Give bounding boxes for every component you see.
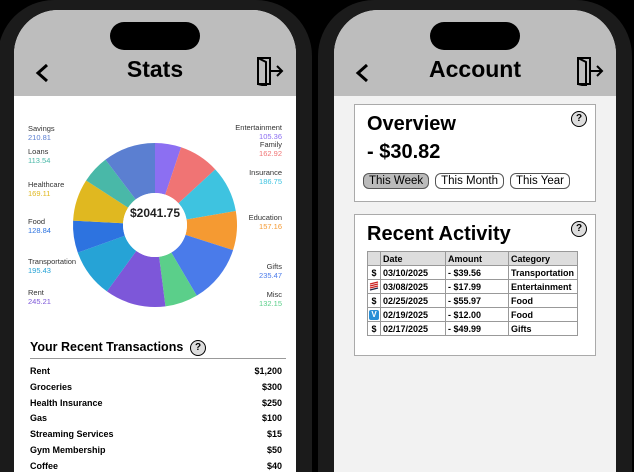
row-category: Gifts xyxy=(508,321,578,336)
column-header-category[interactable]: Category xyxy=(508,251,578,266)
dollar-icon: $ xyxy=(367,321,381,336)
transaction-row[interactable]: Gas $100 xyxy=(30,413,282,424)
table-row[interactable]: $ 02/25/2025 - $55.97 Food xyxy=(367,293,578,308)
stats-phone: Stats Savings 210.81 Loans 113.54 Healthca… xyxy=(0,0,312,472)
back-arrow-icon[interactable] xyxy=(32,62,54,84)
help-icon[interactable]: ? xyxy=(571,221,587,237)
transactions-list: Rent $1,200 Groceries $300 Health Insuranc… xyxy=(30,366,282,472)
page-title: Account xyxy=(429,56,521,82)
pie-slice-insurance[interactable] xyxy=(178,169,236,220)
transaction-row[interactable]: Coffee $40 xyxy=(30,460,282,471)
label-misc: Misc 132.15 xyxy=(259,290,282,308)
account-screen: Account Overview ? - $30.82 This Week Th… xyxy=(334,10,616,472)
row-date: 03/08/2025 xyxy=(380,279,446,294)
transaction-row[interactable]: Health Insurance $250 xyxy=(30,397,282,408)
activity-table: Date Amount Category $ 03/10/2025 - $39.… xyxy=(367,251,578,336)
row-category: Food xyxy=(508,293,578,308)
table-row[interactable]: $ 03/10/2025 - $39.56 Transportation xyxy=(367,265,578,280)
this-week-button[interactable]: This Week xyxy=(363,173,430,189)
transaction-row[interactable]: Streaming Services $15 xyxy=(30,429,282,440)
row-category: Transportation xyxy=(508,265,578,280)
pie-slice-family[interactable] xyxy=(165,147,216,204)
pie-slice-education[interactable] xyxy=(185,211,237,251)
dynamic-island xyxy=(430,22,520,50)
label-healthcare: Healthcare 169.11 xyxy=(28,180,65,198)
label-education: Education 157.16 xyxy=(248,213,282,231)
bank-flag-icon xyxy=(367,279,381,294)
logout-icon[interactable] xyxy=(256,56,284,86)
row-date: 02/19/2025 xyxy=(380,307,446,322)
row-date: 03/10/2025 xyxy=(380,265,446,280)
label-insurance: Insurance 186.75 xyxy=(249,168,282,186)
pie-slice-misc[interactable] xyxy=(159,252,197,307)
column-header-icon xyxy=(367,251,381,266)
overview-title: Overview xyxy=(367,113,456,135)
row-amount: - $17.99 xyxy=(445,279,509,294)
divider xyxy=(30,358,286,359)
help-icon[interactable]: ? xyxy=(571,111,587,127)
pie-center-total: $2041.75 xyxy=(129,206,181,220)
stats-screen: Stats Savings 210.81 Loans 113.54 Healthca… xyxy=(14,10,296,472)
pie-slice-transportation[interactable] xyxy=(77,235,137,292)
label-loans: Loans 113.54 xyxy=(28,147,51,165)
pie-slice-healthcare[interactable] xyxy=(73,180,129,224)
pie-slice-gifts[interactable] xyxy=(171,234,234,296)
overview-card: Overview ? - $30.82 This Week This Month… xyxy=(354,104,596,202)
dollar-icon: $ xyxy=(367,293,381,308)
row-date: 02/17/2025 xyxy=(380,321,446,336)
top-bar: Stats xyxy=(14,10,296,96)
period-selector: This Week This Month This Year xyxy=(363,173,570,189)
row-amount: - $55.97 xyxy=(445,293,509,308)
transactions-heading: Your Recent Transactions xyxy=(30,340,184,354)
pie-slice-food[interactable] xyxy=(73,220,125,253)
transaction-row[interactable]: Rent $1,200 xyxy=(30,366,282,376)
transaction-row[interactable]: Groceries $300 xyxy=(30,381,282,392)
pie-slice-savings[interactable] xyxy=(105,143,155,200)
page-title: Stats xyxy=(126,56,184,82)
pie-slice-rent[interactable] xyxy=(106,250,166,307)
transaction-row[interactable]: Gym Membership $50 xyxy=(30,444,282,455)
row-amount: - $49.99 xyxy=(445,321,509,336)
row-category: Entertainment xyxy=(508,279,578,294)
row-category: Food xyxy=(508,307,578,322)
top-bar: Account xyxy=(334,10,616,96)
pie-chart-svg xyxy=(73,143,237,307)
pie-center-hole xyxy=(123,193,187,257)
dynamic-island xyxy=(110,22,200,50)
pie-slice-entertainment[interactable] xyxy=(155,143,182,195)
label-family: Family 162.92 xyxy=(259,140,282,158)
table-row[interactable]: 03/08/2025 - $17.99 Entertainment xyxy=(367,279,578,294)
spending-pie-chart xyxy=(14,110,296,310)
this-month-button[interactable]: This Month xyxy=(435,173,504,189)
account-phone: Account Overview ? - $30.82 This Week Th… xyxy=(318,0,632,472)
column-header-amount[interactable]: Amount xyxy=(445,251,509,266)
label-entertainment: Entertainment 105.36 xyxy=(235,123,282,141)
label-savings: Savings 210.81 xyxy=(28,124,55,142)
back-arrow-icon[interactable] xyxy=(352,62,374,84)
row-amount: - $12.00 xyxy=(445,307,509,322)
label-transportation: Transportation 195.43 xyxy=(28,257,77,275)
this-year-button[interactable]: This Year xyxy=(510,173,570,189)
logout-icon[interactable] xyxy=(576,56,604,86)
overview-amount: - $30.82 xyxy=(367,141,441,163)
label-gifts: Gifts 235.47 xyxy=(259,262,282,280)
row-amount: - $39.56 xyxy=(445,265,509,280)
dollar-icon: $ xyxy=(367,265,381,280)
table-row[interactable]: V 02/19/2025 - $12.00 Food xyxy=(367,307,578,322)
label-food: Food 128.84 xyxy=(28,217,51,235)
venmo-icon: V xyxy=(367,307,381,322)
label-rent: Rent 245.21 xyxy=(28,288,51,306)
pie-slice-loans[interactable] xyxy=(86,159,136,208)
recent-activity-card: Recent Activity ? Date Amount Category $… xyxy=(354,214,596,356)
recent-activity-title: Recent Activity xyxy=(367,223,511,245)
help-icon[interactable]: ? xyxy=(190,340,206,356)
column-header-date[interactable]: Date xyxy=(380,251,446,266)
row-date: 02/25/2025 xyxy=(380,293,446,308)
table-row[interactable]: $ 02/17/2025 - $49.99 Gifts xyxy=(367,321,578,336)
